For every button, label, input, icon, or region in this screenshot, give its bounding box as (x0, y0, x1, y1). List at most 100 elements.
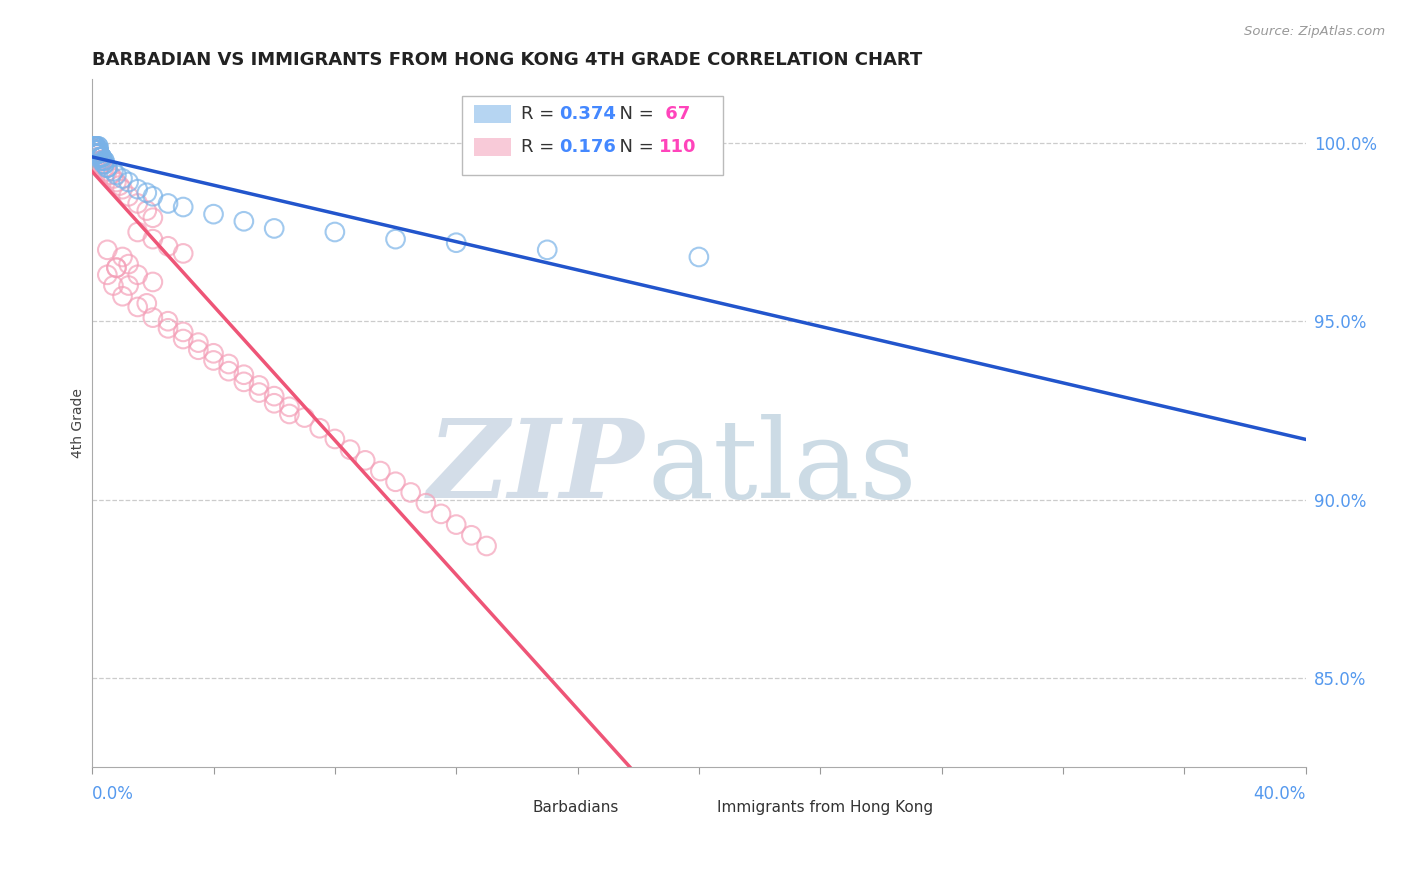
Point (96, 164, 118, 178)
Text: atlas: atlas (648, 414, 918, 521)
Text: 110: 110 (659, 138, 696, 156)
Point (90, 153, 112, 168)
Point (84, 139, 107, 153)
Point (87, 146, 110, 161)
Point (294, 410, 316, 425)
Point (84, 143, 107, 157)
Point (384, 232, 406, 246)
Point (96, 243, 118, 257)
Point (202, 346, 225, 360)
FancyBboxPatch shape (474, 138, 510, 156)
Point (142, 211, 165, 225)
Point (142, 275, 165, 289)
Point (354, 453, 377, 467)
Point (87, 146, 110, 161)
Point (105, 260, 128, 275)
Point (111, 182, 134, 196)
Point (84, 143, 107, 157)
Text: N =: N = (607, 138, 659, 156)
Point (127, 196, 149, 211)
Point (688, 250, 710, 264)
Point (323, 225, 346, 239)
Point (93, 153, 115, 168)
Point (415, 496, 437, 510)
Point (87, 143, 110, 157)
Point (232, 214, 254, 228)
Point (111, 289, 134, 303)
Point (84, 139, 107, 153)
Point (87, 146, 110, 161)
Point (84, 139, 107, 153)
Point (108, 178, 131, 193)
Text: 0.0%: 0.0% (93, 785, 134, 803)
Point (84, 143, 107, 157)
Point (444, 517, 467, 532)
Point (100, 168, 122, 182)
Point (127, 268, 149, 282)
Point (90, 157, 112, 171)
Point (87, 146, 110, 161)
Point (84, 139, 107, 153)
Point (84, 146, 107, 161)
Point (247, 385, 270, 400)
Point (90, 153, 112, 168)
Point (84, 139, 107, 153)
Text: ZIP: ZIP (427, 414, 644, 522)
Point (202, 207, 225, 221)
Point (105, 175, 128, 189)
Point (90, 153, 112, 168)
Point (87, 146, 110, 161)
Point (87, 146, 110, 161)
Point (278, 407, 301, 421)
FancyBboxPatch shape (474, 105, 510, 123)
Point (384, 475, 406, 489)
Text: 0.374: 0.374 (560, 105, 616, 123)
Point (87, 146, 110, 161)
Point (105, 260, 128, 275)
Text: Immigrants from Hong Kong: Immigrants from Hong Kong (717, 799, 934, 814)
Point (90, 150, 112, 164)
Point (111, 171, 134, 186)
Point (87, 146, 110, 161)
Point (96, 161, 118, 175)
Point (84, 139, 107, 153)
Point (87, 150, 110, 164)
Point (84, 143, 107, 157)
Point (475, 539, 498, 553)
Point (96, 268, 118, 282)
Point (87, 139, 110, 153)
Point (135, 186, 157, 200)
Point (157, 321, 180, 335)
Point (263, 221, 285, 235)
Point (90, 150, 112, 164)
Point (90, 150, 112, 164)
Point (84, 143, 107, 157)
Text: R =: R = (520, 138, 560, 156)
Point (96, 161, 118, 175)
Point (90, 153, 112, 168)
Point (218, 364, 240, 378)
Point (117, 257, 139, 271)
Point (90, 150, 112, 164)
Point (157, 239, 180, 253)
Point (84, 139, 107, 153)
Point (87, 146, 110, 161)
Point (87, 146, 110, 161)
Point (370, 464, 392, 478)
Point (90, 150, 112, 164)
Point (142, 232, 165, 246)
Point (90, 150, 112, 164)
Point (90, 150, 112, 164)
Point (127, 225, 149, 239)
Point (117, 278, 139, 293)
Point (90, 153, 112, 168)
Point (460, 528, 482, 542)
Point (172, 246, 194, 260)
Point (87, 146, 110, 161)
Point (172, 200, 194, 214)
Point (93, 157, 115, 171)
Text: 40.0%: 40.0% (1253, 785, 1306, 803)
FancyBboxPatch shape (683, 800, 711, 814)
Point (127, 182, 149, 196)
Text: BARBADIAN VS IMMIGRANTS FROM HONG KONG 4TH GRADE CORRELATION CHART: BARBADIAN VS IMMIGRANTS FROM HONG KONG 4… (93, 51, 922, 69)
